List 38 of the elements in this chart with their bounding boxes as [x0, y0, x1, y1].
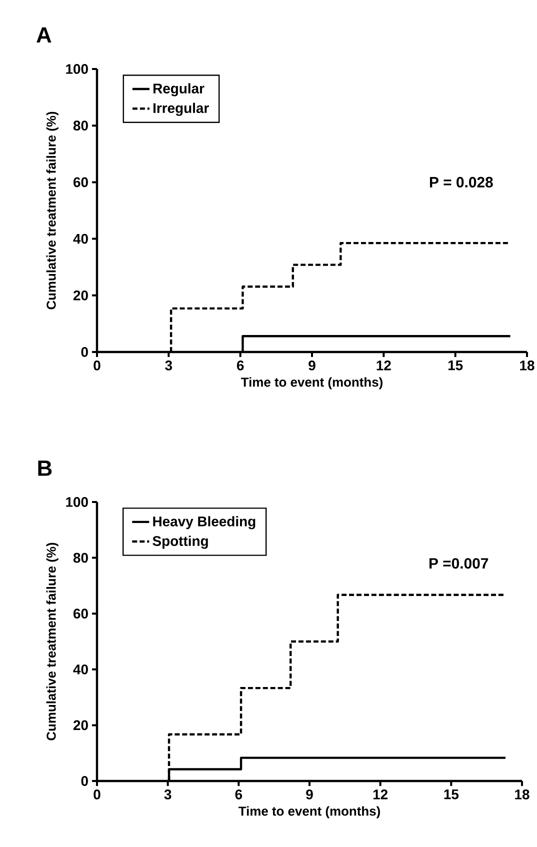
x-tick-label: 15 [448, 360, 463, 370]
y-tick-label: 40 [73, 664, 88, 674]
x-tick-label: 0 [94, 360, 100, 370]
x-tick-label: 0 [94, 789, 100, 800]
y-tick-label: 100 [66, 497, 88, 507]
x-tick-label: 6 [236, 360, 244, 370]
annotation: P =0.007 [429, 558, 488, 569]
x-axis-title: Time to event (months) [238, 806, 380, 818]
y-tick-label: 40 [73, 234, 88, 244]
x-tick-label: 15 [444, 790, 459, 800]
x-tick-label: 9 [308, 360, 316, 370]
x-tick-label: 3 [164, 789, 172, 800]
legend-label: Heavy Bleeding [153, 516, 256, 530]
x-tick-label: 6 [235, 789, 242, 800]
annotation: P = 0.028 [430, 176, 493, 188]
x-tick-label: 12 [376, 360, 391, 370]
legend-label: Irregular [153, 102, 209, 116]
x-tick-label: 3 [165, 360, 172, 370]
x-axis-title: Time to event (months) [241, 377, 382, 390]
y-tick-label: 0 [81, 347, 88, 357]
y-tick-label: 80 [73, 120, 88, 131]
y-tick-label: 20 [73, 720, 88, 730]
y-tick-label: 80 [73, 552, 88, 563]
y-axis-title: Cumulative treatment failure (%) [46, 112, 58, 310]
x-tick-label: 18 [520, 360, 534, 370]
legend-label: Spotting [152, 536, 208, 549]
chart-title: B [38, 460, 52, 476]
y-tick-label: 0 [81, 776, 88, 786]
y-tick-label: 100 [66, 64, 88, 74]
y-tick-label: 60 [74, 608, 88, 619]
y-tick-label: 20 [73, 290, 88, 300]
legend-label: Regular [153, 83, 204, 96]
x-tick-label: 18 [515, 789, 530, 800]
y-axis-title: Cumulative treatment failure (%) [46, 542, 58, 740]
x-tick-label: 12 [373, 789, 388, 800]
x-tick-label: 9 [306, 789, 313, 800]
y-tick-label: 60 [74, 177, 88, 188]
chart-title: A [36, 27, 52, 43]
